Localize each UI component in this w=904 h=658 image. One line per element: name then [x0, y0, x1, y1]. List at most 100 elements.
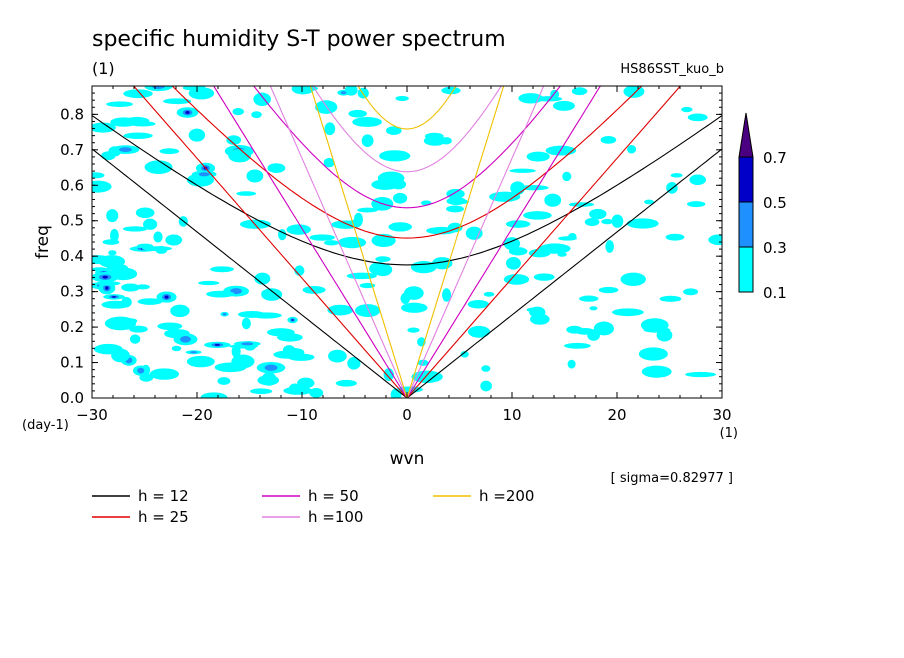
contour-patch	[106, 101, 134, 107]
contour-patch	[564, 342, 591, 349]
contour-patch	[529, 313, 550, 325]
contour-patch	[467, 299, 490, 309]
plot-frame	[91, 85, 723, 399]
contour-patch	[571, 87, 588, 96]
contour-patch	[357, 207, 378, 213]
x-tick-label: −20	[181, 406, 213, 424]
contour-patch	[309, 234, 335, 241]
contour-patch	[687, 201, 706, 208]
contour-patch	[708, 234, 722, 246]
contour-patch	[291, 86, 315, 95]
y-axis-label: freq	[33, 225, 53, 259]
contour-patch	[92, 122, 116, 133]
y-tick-label: 0.4	[60, 247, 84, 265]
contour-patch	[97, 281, 121, 286]
contour-patch	[643, 199, 655, 205]
contour-patch	[101, 300, 130, 309]
contour-patch	[480, 380, 492, 392]
contour-patch	[206, 290, 235, 298]
contour-patch	[324, 240, 339, 246]
contour-patch	[261, 372, 277, 386]
contour-patch	[123, 132, 153, 139]
contour-patch	[593, 321, 615, 336]
y-tick-label: 0.6	[60, 176, 84, 194]
contour-patch-mid	[137, 367, 145, 374]
contour-patch	[627, 144, 637, 154]
contour-patch	[407, 327, 420, 333]
dispersion-curves	[92, 86, 722, 398]
contour-patch	[503, 274, 530, 285]
contour-patch	[186, 355, 215, 368]
contour-patch	[505, 220, 531, 228]
contour-patch	[335, 379, 357, 387]
contour-patch	[574, 327, 596, 335]
contour-patch	[111, 348, 130, 363]
contour-patch	[123, 318, 138, 324]
contour-patch	[153, 231, 163, 243]
legend-label: h = 50	[308, 487, 359, 505]
contour-patch	[467, 325, 491, 338]
colorbar-arrow	[738, 112, 754, 158]
chart-subtitle-left: (1)	[92, 59, 115, 78]
x-tick-label: −10	[286, 406, 318, 424]
contour-patch	[375, 256, 391, 263]
contour-patch	[294, 265, 305, 276]
contour-patch	[605, 240, 614, 253]
colorbar-label: 0.3	[763, 239, 787, 257]
contour-patch-mid	[241, 342, 254, 346]
contour-patch	[188, 87, 215, 100]
legend-label: h = 12	[138, 487, 189, 505]
colorbar-label: 0.5	[763, 194, 787, 212]
contour-patch	[347, 357, 361, 370]
contour-patch	[442, 288, 452, 302]
contour-patch	[465, 226, 483, 240]
contour-patch	[460, 351, 469, 358]
contour-patch-high	[105, 286, 109, 290]
contour-patch	[388, 222, 412, 232]
contour-patch	[665, 233, 685, 241]
contour-patch	[250, 388, 273, 395]
contour-patch-mid	[119, 147, 132, 153]
contour-patch	[377, 171, 405, 185]
colorbar-segment	[738, 246, 754, 293]
contour-patch	[424, 132, 444, 140]
contour-patch	[411, 370, 443, 383]
contour-patch	[123, 89, 153, 99]
contour-patch	[149, 368, 180, 380]
contour-patch	[232, 108, 244, 116]
contour-patch	[687, 113, 708, 122]
contour-patch	[445, 205, 464, 213]
contour-patch	[92, 255, 112, 265]
contour-patch	[135, 207, 155, 218]
contour-patch	[171, 345, 182, 352]
contour-patch	[393, 192, 408, 204]
contour-patch	[584, 218, 600, 227]
contour-patch	[217, 377, 231, 385]
y-tick-label: 0.1	[60, 354, 84, 372]
contour-patch	[324, 122, 336, 136]
contour-patch	[446, 197, 467, 206]
contour-patch	[503, 237, 521, 251]
contour-patch	[612, 308, 644, 317]
dispersion-curve-ig-3	[312, 86, 502, 173]
contour-patch	[163, 98, 192, 105]
contour-patch	[489, 191, 521, 202]
contour-patch	[533, 273, 555, 281]
contour-patch	[355, 304, 381, 317]
contour-patch	[589, 306, 598, 311]
contour-patch	[400, 292, 411, 305]
contour-patch	[681, 106, 693, 113]
contour-patch	[246, 169, 264, 183]
contour-patch	[641, 365, 672, 378]
contour-patch	[108, 250, 117, 256]
contour-patch	[200, 392, 228, 398]
contour-patch	[337, 236, 367, 249]
contour-patch	[159, 148, 180, 155]
contour-patch	[297, 377, 315, 389]
y-tick-label: 0.7	[60, 141, 84, 159]
legend-label: h =200	[479, 487, 534, 505]
contour-patch	[346, 272, 377, 280]
contour-patch	[309, 387, 324, 398]
chart-title: specific humidity S-T power spectrum	[92, 27, 506, 52]
